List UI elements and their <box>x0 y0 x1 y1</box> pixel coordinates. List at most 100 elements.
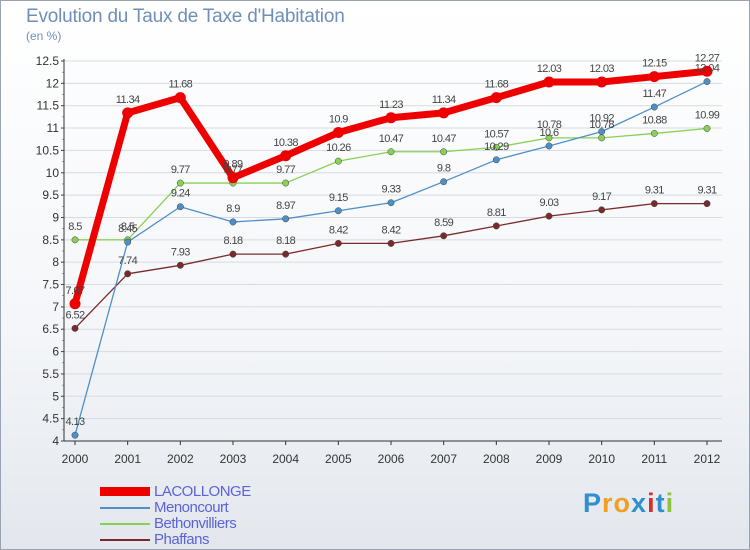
data-point <box>122 107 134 119</box>
data-point <box>176 203 184 211</box>
data-point <box>598 134 606 142</box>
data-label: 11.47 <box>642 88 666 100</box>
data-point <box>490 92 502 104</box>
data-point <box>492 156 500 164</box>
x-tick-label: 2007 <box>430 452 457 466</box>
x-tick-label: 2012 <box>694 452 721 466</box>
x-tick-label: 2006 <box>378 452 405 466</box>
data-point <box>703 78 711 86</box>
data-label: 10.38 <box>273 137 298 149</box>
y-tick-label: 4 <box>52 434 59 448</box>
x-tick-label: 2004 <box>272 452 299 466</box>
data-label: 8.42 <box>329 224 348 236</box>
x-tick-label: 2001 <box>114 452 141 466</box>
logo-letter: P <box>583 488 603 518</box>
data-label: 9.03 <box>539 197 558 209</box>
logo-letter: i <box>647 488 656 518</box>
data-label: 9.89 <box>223 159 242 171</box>
y-tick-label: 12.5 <box>36 54 60 68</box>
data-label: 12.03 <box>589 63 614 75</box>
data-point <box>545 134 553 142</box>
data-label: 9.31 <box>645 185 664 197</box>
data-label: 8.5 <box>68 221 82 233</box>
y-tick-label: 8.5 <box>42 233 59 247</box>
data-label: 11.23 <box>379 99 403 111</box>
data-point <box>334 207 342 215</box>
y-tick-label: 8 <box>52 255 59 269</box>
data-label: 8.18 <box>223 235 242 247</box>
data-label: 7.74 <box>118 255 137 267</box>
proxiti-logo: Proxiti <box>583 488 674 519</box>
data-label: 8.59 <box>434 217 453 229</box>
data-label: 10.29 <box>484 141 509 153</box>
data-point <box>334 239 342 247</box>
data-point <box>596 76 608 88</box>
data-point <box>650 129 658 137</box>
data-point <box>598 128 606 136</box>
data-point <box>124 238 132 246</box>
x-tick-label: 2002 <box>167 452 194 466</box>
data-label: 8.81 <box>487 207 506 219</box>
data-label: 7.93 <box>171 246 190 258</box>
y-tick-label: 10.5 <box>36 143 60 157</box>
data-point <box>387 199 395 207</box>
chart-title: Evolution du Taux de Taxe d'Habitation <box>26 6 345 27</box>
legend-label: Menoncourt <box>154 499 229 516</box>
legend-label: Bethonvilliers <box>154 515 237 532</box>
data-point <box>332 127 344 139</box>
data-label: 10.88 <box>642 114 667 126</box>
data-point <box>545 212 553 220</box>
axes: 44.555.566.577.588.599.51010.51111.51212… <box>36 54 722 466</box>
data-point <box>71 236 79 244</box>
data-label: 11.68 <box>168 79 192 91</box>
data-point <box>492 143 500 151</box>
data-label: 11.34 <box>116 94 140 106</box>
data-point <box>648 71 660 83</box>
data-label: 9.77 <box>171 164 190 176</box>
series-line-phaffans <box>74 202 708 329</box>
data-point <box>282 250 290 258</box>
x-tick-label: 2003 <box>220 452 247 466</box>
data-label: 12.27 <box>695 52 720 64</box>
data-point <box>124 270 132 278</box>
data-point <box>438 107 450 119</box>
data-label: 10.78 <box>589 119 614 131</box>
data-label: 11.34 <box>432 94 456 106</box>
data-point <box>229 218 237 226</box>
y-tick-label: 5.5 <box>42 367 59 381</box>
legend-swatch-bethonvilliers <box>100 523 150 525</box>
data-label: 6.52 <box>65 309 84 321</box>
data-point <box>598 206 606 214</box>
data-label: 9.31 <box>697 185 716 197</box>
logo-letter: t <box>655 488 666 518</box>
data-label: 11.68 <box>484 79 508 91</box>
data-point <box>385 112 397 124</box>
logo-letter: x <box>631 488 648 518</box>
data-label: 9.15 <box>329 192 348 204</box>
point-labels: 6.52 7.74 7.93 8.18 8.18 8.42 8.42 8.59 8.81 9.03… <box>65 52 720 428</box>
data-label: 8.97 <box>276 200 295 212</box>
legend-label: Phaffans <box>154 531 209 548</box>
data-point <box>492 222 500 230</box>
data-label: 4.13 <box>65 416 84 428</box>
data-point <box>703 125 711 132</box>
data-label: 9.24 <box>171 188 190 200</box>
y-tick-label: 6 <box>52 345 59 359</box>
data-label: 10.26 <box>326 142 351 154</box>
data-point <box>334 157 342 165</box>
series-points <box>69 65 713 439</box>
data-label: 10.47 <box>431 133 456 145</box>
data-label: 7.07 <box>65 285 84 297</box>
data-point <box>174 92 186 104</box>
y-tick-label: 10 <box>46 166 60 180</box>
data-point <box>650 200 658 208</box>
y-tick-label: 6.5 <box>42 322 59 336</box>
data-label: 8.9 <box>226 203 240 215</box>
y-tick-label: 11.5 <box>37 99 60 113</box>
data-label: 12.03 <box>537 63 562 75</box>
data-label: 12.15 <box>642 58 667 70</box>
data-label: 9.17 <box>592 191 611 203</box>
data-label: 9.77 <box>276 164 295 176</box>
data-label: 10.57 <box>484 128 509 140</box>
